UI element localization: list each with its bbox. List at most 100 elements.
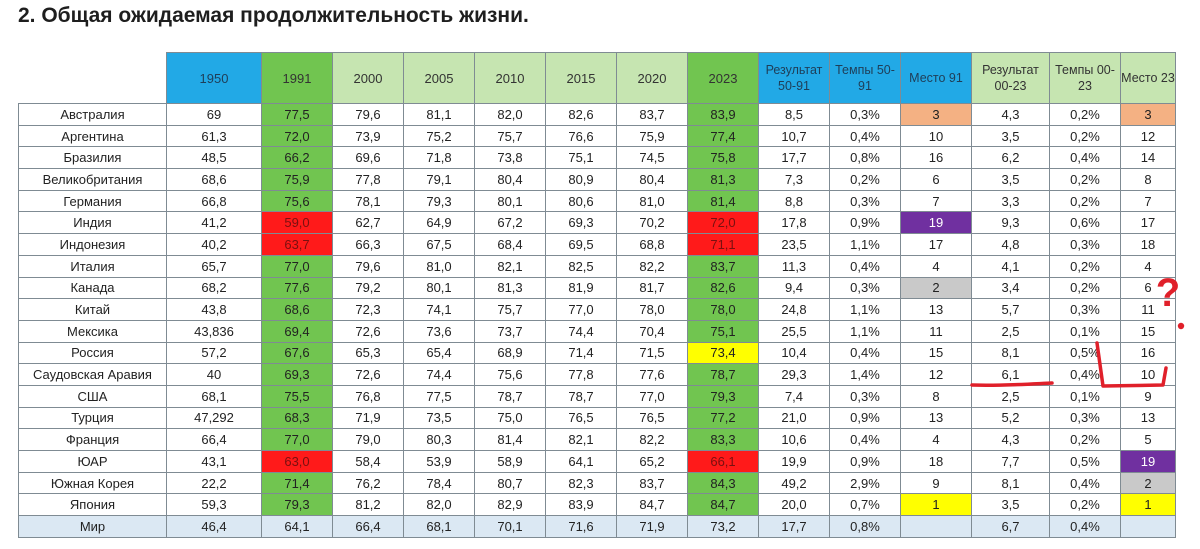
value-cell: 80,1 [403,276,475,300]
value-cell: 81,7 [616,276,688,300]
value-cell: 73,8 [474,146,546,170]
table-row: Мексика 43,836 69,4 72,6 73,6 73,7 74,4 70,4 75,… [18,319,1176,343]
value-cell: 57,2 [166,341,262,365]
value-cell: 0,2% [1049,254,1121,278]
country-name-cell: Россия [18,341,167,365]
value-cell: 72,0 [261,124,333,148]
value-cell: 83,7 [687,254,759,278]
value-cell: 5 [1120,428,1176,451]
value-cell: 4 [900,428,972,451]
value-cell: 67,5 [403,233,475,256]
value-cell: 1 [900,493,972,517]
value-cell: 11,3 [758,254,830,278]
value-cell: 25,5 [758,319,830,343]
header-cell: Темпы 00-23 [1049,52,1121,104]
country-name-cell: ЮАР [18,450,167,473]
value-cell: 79,2 [332,276,404,300]
value-cell: 2,5 [971,384,1050,408]
value-cell: 47,292 [166,406,262,430]
value-cell: 13 [1120,406,1176,430]
value-cell: 81,4 [687,189,759,213]
value-cell: 71,9 [332,406,404,430]
value-cell: 14 [1120,146,1176,170]
value-cell: 66,4 [332,515,404,538]
value-cell: 0,2% [1049,493,1121,517]
value-cell: 73,7 [474,319,546,343]
value-cell: 65,4 [403,341,475,365]
value-cell: 6 [1120,276,1176,300]
value-cell: 82,2 [616,428,688,451]
value-cell: 66,1 [687,450,759,473]
value-cell: 79,1 [403,168,475,191]
value-cell: 82,9 [474,493,546,517]
header-cell: Место 23 [1120,52,1176,104]
value-cell: 40,2 [166,233,262,256]
table-row: Австралия 69 77,5 79,6 81,1 82,0 82,6 83,7 83,9 8… [18,103,1176,126]
table-row: Саудовская Аравия 40 69,3 72,6 74,4 75,6 77,8 7… [18,363,1176,386]
value-cell: 17,8 [758,211,830,235]
country-name-cell: Южная Корея [18,471,167,495]
value-cell: 19,9 [758,450,830,473]
value-cell: 71,4 [545,341,617,365]
value-cell: 77,6 [261,276,333,300]
value-cell: 9 [1120,384,1176,408]
value-cell: 5,2 [971,406,1050,430]
value-cell: 8 [1120,168,1176,191]
value-cell: 0,4% [829,254,901,278]
page-title: 2. Общая ожидаемая продолжительность жиз… [18,4,529,27]
value-cell: 3 [1120,103,1176,126]
header-row: 1950 1991 2000 2005 2010 2015 2020 2023 … [18,52,1176,104]
value-cell: 73,9 [332,124,404,148]
value-cell: 7 [900,189,972,213]
country-name-cell: Бразилия [18,146,167,170]
value-cell: 78,7 [545,384,617,408]
value-cell: 0,8% [829,515,901,538]
value-cell: 61,3 [166,124,262,148]
value-cell: 78,0 [687,298,759,321]
value-cell: 81,0 [616,189,688,213]
value-cell: 59,3 [166,493,262,517]
value-cell: 69,5 [545,233,617,256]
value-cell: 71,4 [261,471,333,495]
value-cell: 18 [900,450,972,473]
value-cell: 17 [1120,211,1176,235]
value-cell: 65,7 [166,254,262,278]
value-cell: 0,6% [1049,211,1121,235]
value-cell: 48,5 [166,146,262,170]
value-cell: 81,9 [545,276,617,300]
value-cell: 0,5% [1049,341,1121,365]
header-cell: Результат 50-91 [758,52,830,104]
value-cell: 11 [900,319,972,343]
value-cell: 24,8 [758,298,830,321]
value-cell: 81,3 [687,168,759,191]
value-cell: 76,2 [332,471,404,495]
value-cell: 0,3% [829,276,901,300]
value-cell: 0,3% [829,189,901,213]
country-name-cell: Канада [18,276,167,300]
country-name-cell: Япония [18,493,167,517]
value-cell: 77,0 [616,384,688,408]
value-cell: 80,6 [545,189,617,213]
header-corner [18,52,167,104]
value-cell: 46,4 [166,515,262,538]
value-cell: 2,9% [829,471,901,495]
value-cell: 3,5 [971,124,1050,148]
country-name-cell: Аргентина [18,124,167,148]
value-cell: 1,4% [829,363,901,386]
header-cell: 1950 [166,52,262,104]
value-cell: 66,3 [332,233,404,256]
value-cell: 71,5 [616,341,688,365]
value-cell: 0,2% [1049,189,1121,213]
table-row: Франция 66,4 77,0 79,0 80,3 81,4 82,1 82,2 83,3 1… [18,428,1176,451]
value-cell: 75,6 [474,363,546,386]
value-cell: 82,1 [474,254,546,278]
value-cell: 75,9 [261,168,333,191]
value-cell: 70,1 [474,515,546,538]
value-cell: 4,1 [971,254,1050,278]
table-row: Бразилия 48,5 66,2 69,6 71,8 73,8 75,1 74,5 75,8… [18,146,1176,170]
value-cell: 78,7 [687,363,759,386]
value-cell: 64,9 [403,211,475,235]
table-row: США 68,1 75,5 76,8 77,5 78,7 78,7 77,0 79,3 7,4 0,… [18,384,1176,408]
table-row: Германия 66,8 75,6 78,1 79,3 80,1 80,6 81,0 81,4… [18,189,1176,213]
value-cell: 4 [900,254,972,278]
